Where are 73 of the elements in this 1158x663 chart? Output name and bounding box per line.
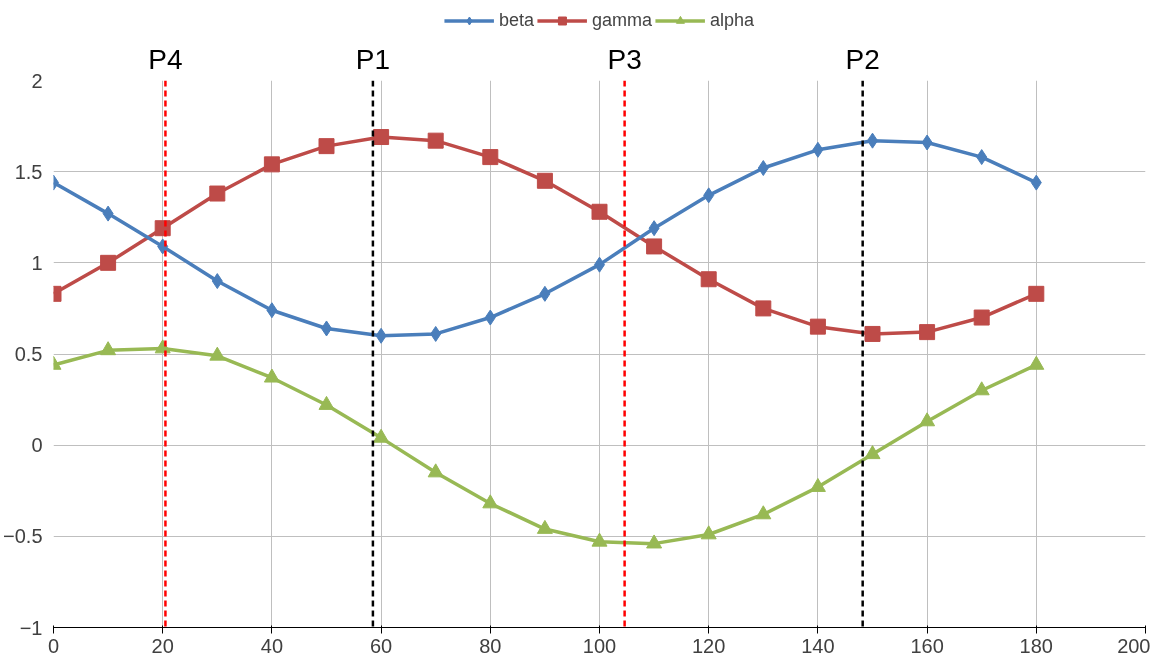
y-tick-label: −1: [19, 616, 43, 639]
point: [263, 156, 280, 173]
point: [700, 271, 717, 288]
point: [375, 327, 387, 344]
x-tick-label: 0: [47, 634, 60, 657]
ref-line-label: P4: [148, 43, 183, 75]
y-tick-label: 1.5: [14, 160, 43, 183]
point: [1030, 174, 1042, 191]
point: [919, 324, 936, 341]
y-tick-label: 0: [31, 434, 43, 457]
point: [864, 445, 881, 460]
point: [864, 325, 881, 342]
point: [1028, 285, 1045, 302]
x-tick-label: 100: [582, 634, 617, 657]
point: [646, 238, 663, 255]
point: [430, 325, 442, 342]
point: [809, 477, 826, 492]
y-tick-label: 0.5: [14, 343, 43, 365]
point: [1028, 355, 1045, 370]
x-tick-label: 20: [151, 634, 174, 657]
point: [976, 149, 988, 166]
point: [318, 138, 335, 155]
x-tick-label: 180: [1019, 634, 1053, 657]
point: [427, 463, 444, 478]
point: [536, 519, 553, 534]
point: [539, 285, 551, 302]
x-tick-label: 60: [369, 634, 393, 657]
point: [700, 525, 717, 540]
point: [482, 149, 499, 166]
point: [755, 300, 772, 317]
point: [318, 395, 335, 410]
legend-label: alpha: [710, 9, 755, 31]
point: [703, 187, 715, 204]
point: [100, 254, 117, 271]
ref-line-label: P2: [845, 43, 880, 75]
x-tick-label: 40: [260, 634, 284, 657]
point: [427, 132, 444, 149]
point: [266, 302, 278, 319]
y-tick-label: 2: [31, 69, 43, 92]
point: [211, 273, 223, 290]
point: [973, 381, 990, 396]
point: [263, 368, 280, 383]
point: [812, 141, 824, 158]
point: [591, 203, 608, 220]
point: [757, 160, 769, 177]
point: [921, 134, 933, 151]
point: [209, 185, 226, 202]
point: [809, 318, 826, 335]
point: [536, 172, 553, 189]
legend-label: gamma: [591, 9, 653, 31]
x-tick-label: 140: [801, 634, 835, 657]
point: [482, 494, 499, 509]
point: [373, 129, 390, 146]
point: [102, 205, 114, 222]
x-tick-label: 80: [479, 634, 502, 657]
x-tick-label: 160: [910, 634, 944, 657]
point: [973, 309, 990, 326]
point: [648, 220, 660, 237]
ref-line-label: P3: [607, 43, 642, 75]
x-tick-label: 200: [1117, 634, 1151, 657]
point: [100, 341, 117, 356]
point: [484, 309, 496, 326]
y-tick-label: −0.5: [3, 525, 43, 548]
y-tick-label: 1: [31, 251, 43, 274]
point: [591, 532, 608, 547]
point: [919, 412, 936, 427]
point: [755, 505, 772, 520]
x-tick-label: 120: [692, 634, 726, 657]
point: [646, 534, 663, 549]
point: [373, 428, 390, 443]
ref-line-label: P1: [355, 43, 391, 75]
point: [209, 346, 226, 361]
legend-label: beta: [498, 9, 534, 31]
